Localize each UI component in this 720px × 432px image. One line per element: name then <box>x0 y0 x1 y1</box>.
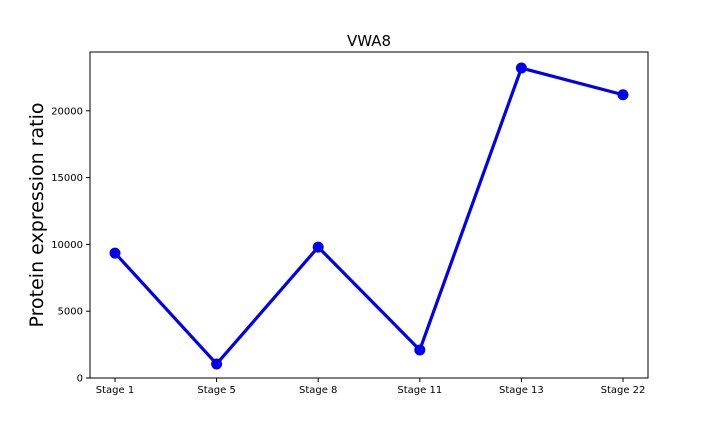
data-point <box>617 89 629 101</box>
y-axis-label: Protein expression ratio <box>26 103 48 328</box>
y-tick-label: 15000 <box>51 173 83 184</box>
y-tick-label: 0 <box>77 374 83 385</box>
x-axis-ticks: Stage 1 Stage 5 Stage 8 Stage 11 Stage 13 Sta… <box>96 378 646 396</box>
data-point <box>312 241 324 253</box>
x-tick-label: Stage 11 <box>397 385 442 396</box>
y-tick-label: 20000 <box>51 106 83 117</box>
data-point <box>109 247 121 259</box>
plot-area-frame <box>89 51 649 379</box>
x-tick-label: Stage 5 <box>197 385 235 396</box>
x-tick-label: Stage 1 <box>96 385 134 396</box>
y-tick-label: 10000 <box>51 240 83 251</box>
data-point <box>414 344 426 356</box>
data-point <box>211 358 223 370</box>
x-tick-label: Stage 22 <box>601 385 646 396</box>
series-layer <box>109 62 629 370</box>
y-tick-label: 5000 <box>58 307 83 318</box>
data-point <box>515 62 527 74</box>
series-line <box>113 66 625 366</box>
x-tick-label: Stage 8 <box>299 385 337 396</box>
x-tick-label: Stage 13 <box>499 385 544 396</box>
chart-title: VWA8 <box>347 32 391 50</box>
y-axis-ticks: 0 5000 10000 15000 20000 <box>51 106 90 385</box>
